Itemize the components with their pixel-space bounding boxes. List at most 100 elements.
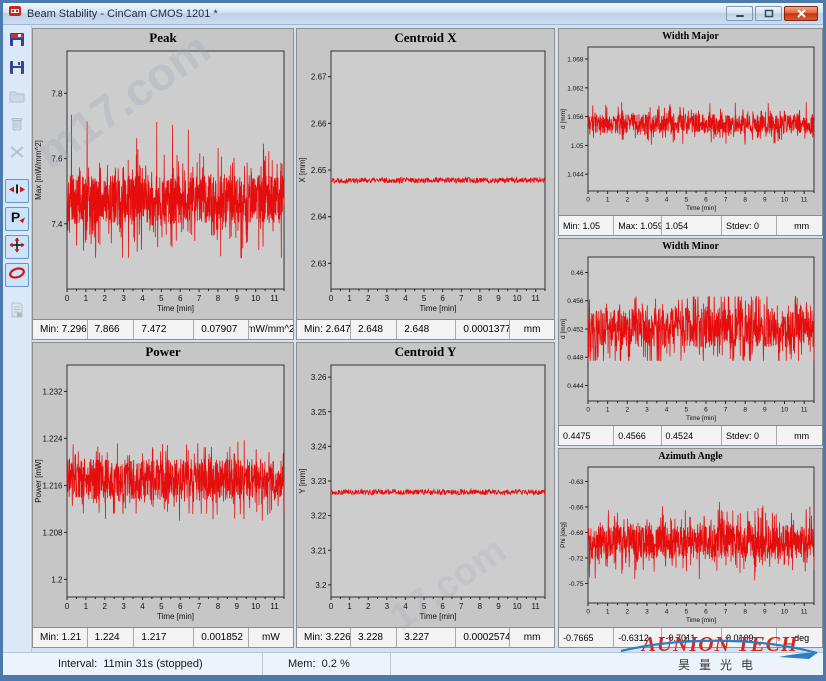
power-toggle-icon: P [8, 208, 26, 231]
close-button[interactable] [784, 6, 818, 21]
chart-panel-power: Power 1.232 1.224 1.216 1.208 1.2 0 1 2 3 4 5 6 7 8 9 10… [32, 342, 294, 648]
peak-chart-toggle[interactable]: I [5, 179, 29, 203]
stats-cell-max: 2.648 [351, 320, 398, 339]
svg-text:9: 9 [763, 407, 767, 414]
stats-cell-max: Max: 1.059 [614, 216, 662, 235]
svg-text:3.25: 3.25 [311, 408, 327, 417]
svg-text:11: 11 [532, 294, 541, 303]
svg-text:7: 7 [459, 602, 464, 611]
report-button[interactable] [5, 300, 29, 324]
save-data-button[interactable] [5, 58, 29, 82]
svg-text:8: 8 [743, 609, 747, 616]
svg-text:11: 11 [801, 609, 808, 616]
svg-text:1.232: 1.232 [42, 387, 63, 396]
svg-text:3.22: 3.22 [311, 512, 327, 521]
svg-text:10: 10 [781, 609, 789, 616]
svg-text:1: 1 [606, 407, 610, 414]
centroid-chart-toggle[interactable] [5, 235, 29, 259]
stats-row: Min: 1.05 Max: 1.059 1.054 Stdev: 0 mm [559, 215, 822, 235]
svg-text:6: 6 [178, 602, 183, 611]
svg-text:Y [mm]: Y [mm] [298, 468, 307, 493]
svg-text:1.224: 1.224 [42, 434, 63, 443]
chart-title: Centroid X [394, 30, 457, 45]
stats-cell-unit: mW [261, 632, 280, 643]
delete-button[interactable] [5, 114, 29, 138]
svg-text:10: 10 [781, 407, 789, 414]
svg-text:1: 1 [347, 294, 352, 303]
svg-text:2.64: 2.64 [311, 213, 327, 222]
stats-cell-max: 1.224 [88, 628, 135, 647]
chart-panel-centroid-x: Centroid X 2.67 2.66 2.65 2.64 2.63 0 1 2 3 4 5 6 7 8 9… [296, 28, 555, 340]
chart-title: Azimuth Angle [658, 451, 723, 462]
svg-text:2: 2 [366, 602, 371, 611]
svg-text:7: 7 [197, 294, 202, 303]
svg-text:11: 11 [270, 602, 279, 611]
svg-text:9: 9 [763, 197, 767, 204]
stats-cell-max: 7.866 [88, 320, 135, 339]
chart-azimuth: -0.63 -0.66 -0.69 -0.72 -0.75 0 1 2 3 4 5 6 7 8 9 10 11 T… [560, 466, 815, 624]
save-button[interactable] [5, 30, 29, 54]
svg-text:8: 8 [743, 197, 747, 204]
svg-text:8: 8 [478, 602, 483, 611]
chart-title: Power [145, 344, 181, 359]
svg-text:1.208: 1.208 [42, 528, 63, 537]
svg-text:0: 0 [329, 602, 334, 611]
svg-text:4: 4 [140, 602, 145, 611]
clear-button[interactable] [5, 142, 29, 166]
maximize-button[interactable] [755, 6, 782, 21]
chart-panel-azimuth: Azimuth Angle -0.63 -0.66 -0.69 -0.72 -0.75 0 1… [558, 448, 823, 648]
svg-text:2: 2 [625, 407, 629, 414]
svg-text:-0.75: -0.75 [569, 581, 584, 588]
stats-cell-mean: 2.648 [397, 320, 457, 339]
svg-text:1: 1 [84, 602, 89, 611]
stats-cell-max: 3.228 [351, 628, 398, 647]
svg-text:7.4: 7.4 [51, 220, 63, 229]
svg-text:2: 2 [103, 602, 108, 611]
stats-cell-min: Min: 7.296 [33, 320, 88, 339]
svg-text:2: 2 [625, 197, 629, 204]
stats-cell-min: Min: 1.21 [33, 628, 88, 647]
svg-text:9: 9 [763, 609, 767, 616]
stats-cell-min: Min: 3.226 [297, 628, 351, 647]
centroid-toggle-icon [8, 236, 26, 259]
svg-text:1.044: 1.044 [567, 172, 584, 179]
save-image-icon [8, 31, 26, 54]
svg-text:Time [min]: Time [min] [157, 304, 194, 313]
svg-text:11: 11 [801, 407, 808, 414]
svg-text:d [mm]: d [mm] [560, 319, 567, 339]
svg-text:0.452: 0.452 [567, 326, 584, 333]
svg-text:P: P [11, 209, 20, 225]
svg-text:8: 8 [478, 294, 483, 303]
logo-swoosh-icon [620, 639, 818, 659]
stats-cell-mean: -0.7011 [662, 628, 723, 647]
svg-text:11: 11 [801, 197, 808, 204]
svg-text:5: 5 [159, 602, 164, 611]
width-chart-toggle[interactable] [5, 263, 29, 287]
stats-row: Min: 3.226 3.228 3.227 0.0002574 mm [297, 627, 554, 647]
open-button[interactable] [5, 86, 29, 110]
svg-text:0: 0 [586, 197, 590, 204]
trash-icon [8, 115, 26, 138]
stats-row: Min: 1.21 1.224 1.217 0.001852 mW [33, 627, 293, 647]
svg-text:3: 3 [121, 294, 126, 303]
stats-row: Min: 2.647 2.648 2.648 0.0001377 mm [297, 319, 554, 339]
svg-text:6: 6 [704, 407, 708, 414]
svg-text:-0.66: -0.66 [569, 504, 584, 511]
svg-text:Phi [deg]: Phi [deg] [560, 522, 567, 548]
minimize-button[interactable] [726, 6, 753, 21]
svg-text:2.66: 2.66 [311, 119, 327, 128]
stats-cell-unit: mm [794, 220, 810, 231]
svg-text:-0.72: -0.72 [569, 555, 584, 562]
svg-text:1.068: 1.068 [567, 56, 584, 63]
power-chart-toggle[interactable]: P [5, 207, 29, 231]
titlebar[interactable]: Beam Stability - CinCam CMOS 1201 * [3, 3, 823, 25]
svg-text:4: 4 [403, 602, 408, 611]
svg-text:5: 5 [422, 294, 427, 303]
svg-text:2: 2 [103, 294, 108, 303]
svg-text:1: 1 [606, 197, 610, 204]
status-memory: Mem: 0.2 % [263, 653, 391, 675]
close-icon [796, 9, 806, 18]
svg-text:1.056: 1.056 [567, 114, 584, 121]
svg-text:6: 6 [440, 602, 445, 611]
svg-text:7: 7 [724, 197, 728, 204]
